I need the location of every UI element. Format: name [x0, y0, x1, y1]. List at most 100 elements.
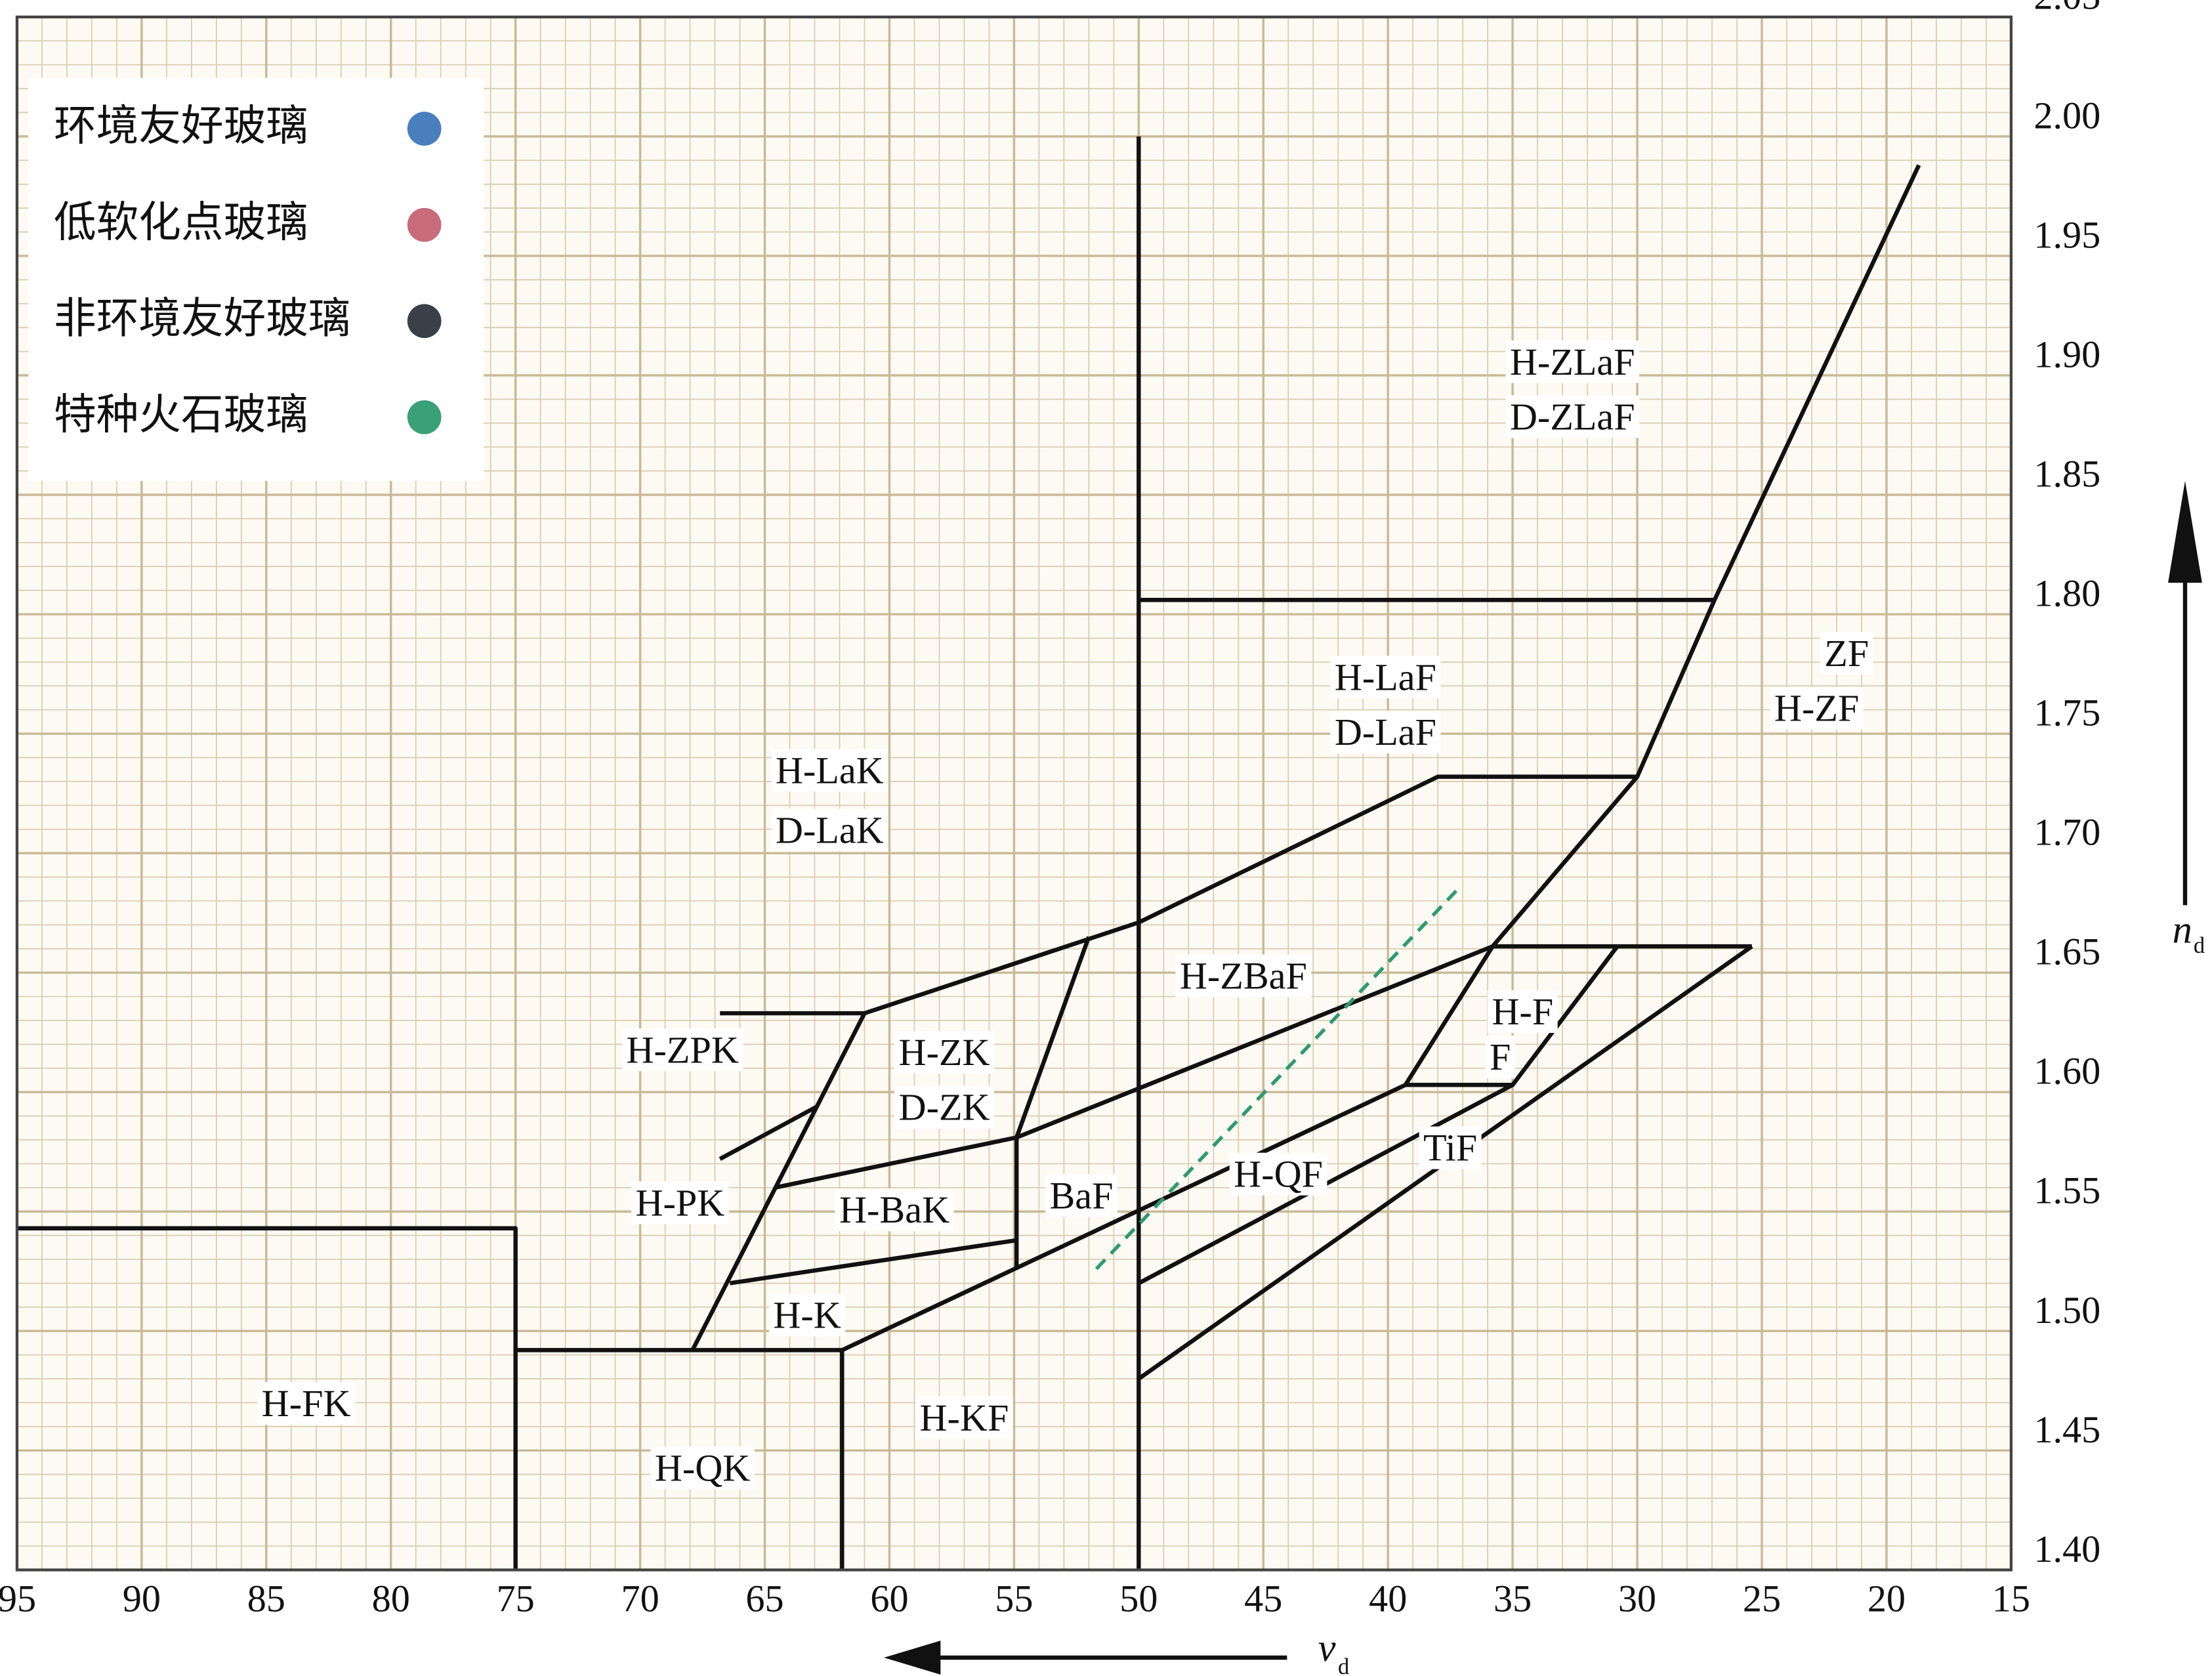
- region-label-bg: [915, 1396, 1013, 1439]
- region-label: TiF: [1423, 1127, 1477, 1169]
- y-tick-label: 1.75: [2034, 692, 2100, 734]
- x-axis-label-subscript: d: [1338, 1654, 1349, 1676]
- region-label-bg: [771, 808, 888, 852]
- region-label: D-LaK: [776, 808, 884, 851]
- y-tick-label: 1.60: [2034, 1050, 2100, 1093]
- region-label-bg: [1175, 954, 1312, 997]
- region-label-bg: [1505, 340, 1640, 383]
- region-label: H-FK: [262, 1382, 351, 1425]
- region-label-bg: [1485, 1036, 1515, 1079]
- x-tick-label: 50: [1119, 1577, 1158, 1620]
- legend-label: 非环境友好玻璃: [54, 294, 350, 343]
- y-tick-label: 1.95: [2034, 213, 2100, 256]
- x-tick-label: 15: [1992, 1577, 2030, 1620]
- legend-marker: [407, 207, 442, 242]
- region-label: H-ZBaF: [1180, 954, 1307, 997]
- x-tick-label: 70: [621, 1577, 659, 1620]
- region-label: F: [1490, 1036, 1511, 1078]
- x-tick-label: 65: [745, 1577, 783, 1620]
- legend-marker: [407, 304, 442, 339]
- region-label: BaF: [1049, 1174, 1113, 1217]
- region-label: H-QF: [1234, 1153, 1323, 1196]
- region-label: H-F: [1492, 990, 1553, 1033]
- region-label-bg: [771, 749, 888, 792]
- boundary-line: [1137, 945, 1619, 1286]
- y-tick-label: 1.80: [2034, 572, 2100, 615]
- region-label: H-PK: [635, 1181, 724, 1224]
- region-label-bg: [1045, 1174, 1117, 1217]
- region-label-bg: [1487, 990, 1558, 1034]
- plot-frame: [15, 15, 2013, 1572]
- region-label-bg: [1770, 686, 1864, 730]
- region-label-bg: [622, 1028, 743, 1072]
- x-tick-label: 85: [247, 1577, 285, 1620]
- boundary-line: [841, 164, 1921, 1352]
- x-tick-label: 60: [870, 1577, 908, 1620]
- x-axis-label: v: [1318, 1626, 1336, 1670]
- legend-label: 环境友好玻璃: [54, 102, 308, 151]
- region-label-bg: [1505, 395, 1640, 438]
- region-label: H-ZPK: [627, 1028, 739, 1071]
- y-tick-label: 1.55: [2034, 1169, 2100, 1212]
- region-label-bg: [835, 1188, 954, 1232]
- y-tick-label: 1.70: [2034, 811, 2100, 854]
- x-arrow-head: [884, 1641, 941, 1675]
- y-tick-label: 1.45: [2034, 1408, 2100, 1451]
- y-axis-label: n: [2173, 908, 2192, 952]
- region-label: D-ZLaF: [1510, 396, 1635, 438]
- boundary-line: [729, 1238, 1017, 1286]
- x-tick-label: 55: [995, 1577, 1033, 1620]
- legend-marker: [407, 112, 442, 146]
- boundary-line: [690, 1012, 867, 1351]
- region-label: ZF: [1824, 632, 1869, 675]
- legend-label: 特种火石玻璃: [54, 390, 308, 439]
- x-tick-label: 35: [1493, 1577, 1532, 1620]
- region-label: H-ZF: [1774, 687, 1859, 730]
- x-tick-label: 25: [1743, 1577, 1781, 1620]
- y-tick-label: 1.40: [2034, 1528, 2100, 1570]
- region-label-bg: [894, 1030, 994, 1074]
- y-tick-label: 1.50: [2034, 1289, 2100, 1331]
- marks: [16, 136, 1921, 1570]
- region-label-bg: [1330, 656, 1441, 699]
- region-label-bg: [650, 1446, 755, 1490]
- region-label-bg: [1820, 631, 1873, 675]
- region-label: H-KF: [920, 1396, 1009, 1439]
- region-label: D-ZK: [899, 1086, 990, 1129]
- region-label: H-K: [773, 1293, 841, 1336]
- region-label-bg: [1419, 1126, 1482, 1169]
- x-tick-label: 80: [372, 1577, 410, 1620]
- region-label: H-QK: [655, 1446, 750, 1489]
- region-label: H-LaF: [1335, 656, 1436, 698]
- x-tick-label: 45: [1244, 1577, 1282, 1620]
- x-tick-label: 90: [123, 1577, 161, 1620]
- region-label-bg: [768, 1293, 846, 1337]
- region-label: H-ZLaF: [1510, 341, 1635, 383]
- legend-marker: [407, 400, 442, 434]
- region-label: H-LaK: [776, 749, 884, 791]
- legend-label: 低软化点玻璃: [54, 198, 308, 247]
- region-label: H-ZK: [899, 1031, 990, 1074]
- boundary-line: [720, 774, 1638, 1016]
- labels: 95 90 85 80 75 70 65 60 55 50 45 40 35 30 25 20 151.40 1.…: [0, 0, 2100, 1620]
- y-tick-label: 2.05: [2034, 0, 2100, 17]
- y-arrow-head: [2168, 480, 2202, 583]
- y-axis-label-subscript: d: [2194, 933, 2205, 958]
- x-tick-label: 30: [1618, 1577, 1656, 1620]
- region-label-bg: [1229, 1152, 1327, 1196]
- region-label-bg: [257, 1382, 355, 1425]
- region-label-bg: [631, 1181, 729, 1225]
- boundary-line: [719, 1104, 818, 1161]
- y-tick-label: 1.85: [2034, 453, 2100, 495]
- region-label-bg: [894, 1085, 994, 1129]
- grid: [16, 16, 2013, 1572]
- x-tick-label: 20: [1868, 1577, 1906, 1620]
- y-tick-label: 1.65: [2034, 931, 2100, 973]
- region-label: H-BaK: [839, 1188, 949, 1231]
- region-label: D-LaF: [1335, 711, 1436, 753]
- y-tick-label: 2.00: [2034, 94, 2100, 136]
- y-tick-label: 1.90: [2034, 333, 2100, 375]
